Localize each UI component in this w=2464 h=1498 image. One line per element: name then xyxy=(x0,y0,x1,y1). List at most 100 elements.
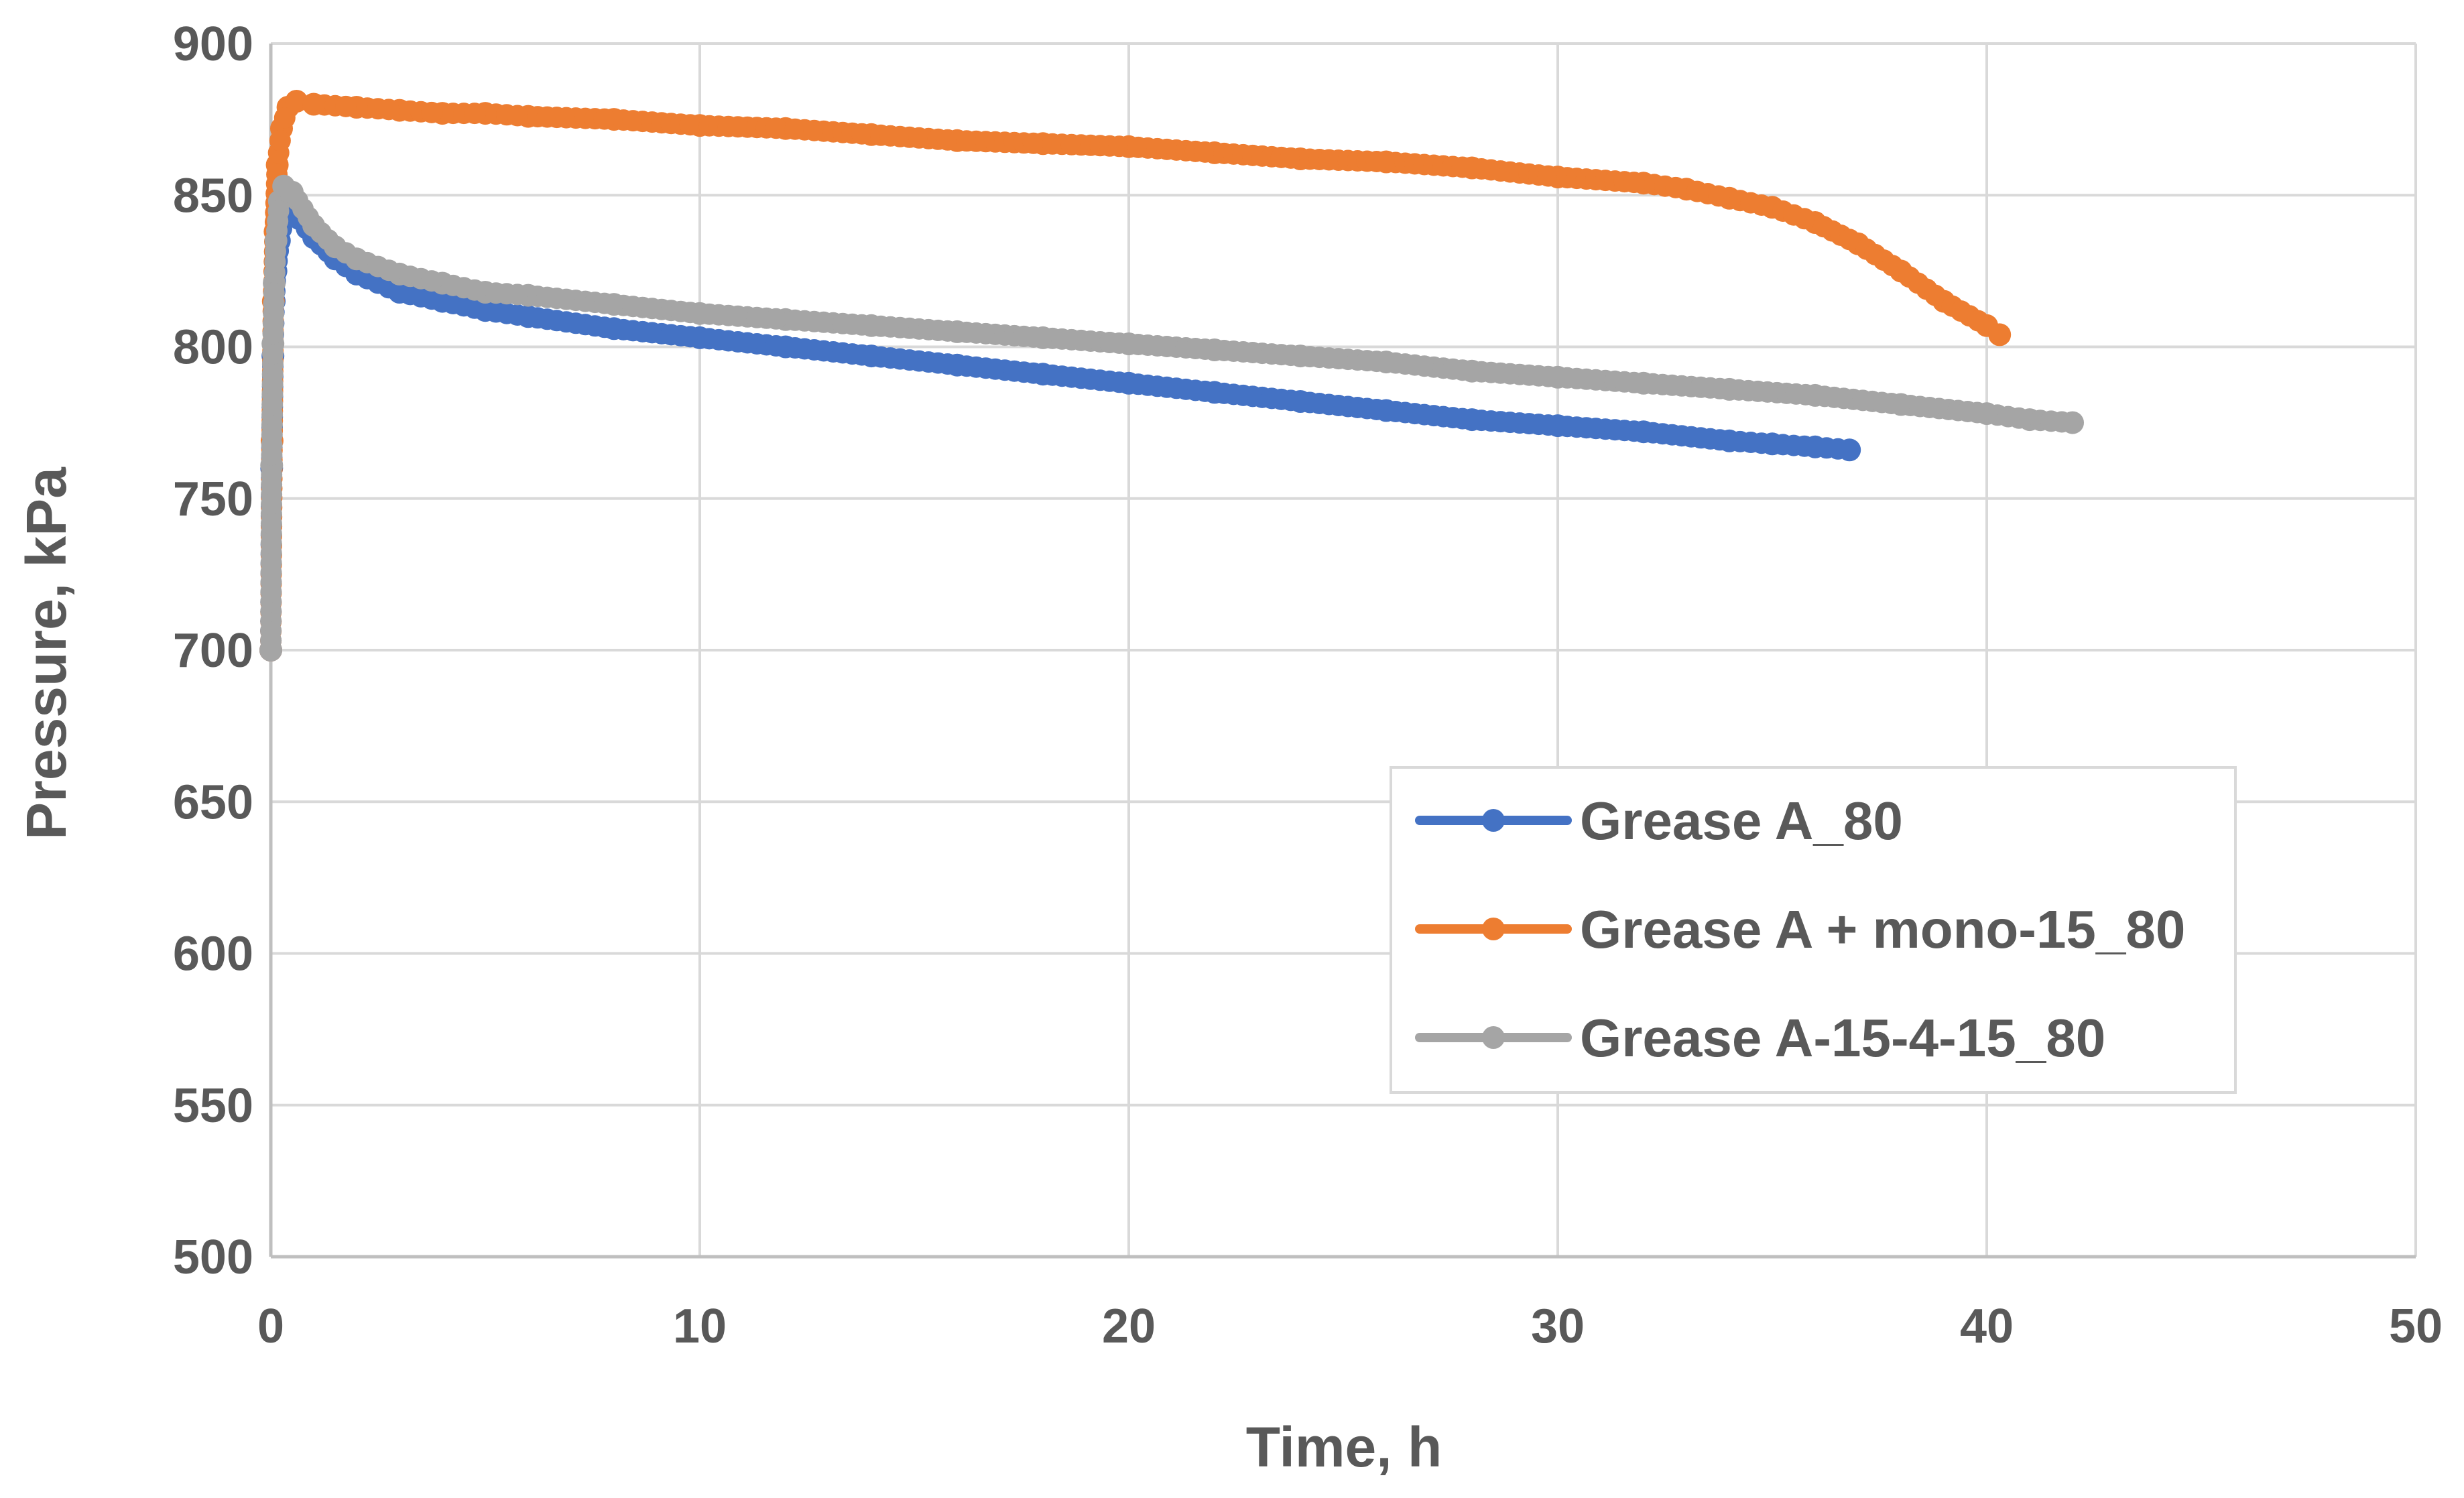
series-2-marker xyxy=(262,343,284,365)
series-0-marker xyxy=(1280,389,1302,412)
series-0-marker xyxy=(1194,380,1216,402)
y-tick-label-500: 500 xyxy=(173,1231,253,1284)
series-0-marker xyxy=(679,326,701,348)
series-2-marker xyxy=(378,259,399,282)
series-2-marker xyxy=(421,270,442,292)
series-1-marker xyxy=(851,123,873,145)
series-2-marker xyxy=(1537,365,1559,387)
y-tick-label-850: 850 xyxy=(173,169,253,223)
series-0-marker xyxy=(1623,420,1645,442)
series-2-marker xyxy=(335,242,357,264)
series-0 xyxy=(259,198,1861,662)
series-0-marker xyxy=(464,297,485,319)
x-tick-label-50: 50 xyxy=(2389,1300,2443,1353)
series-2-marker xyxy=(593,292,615,314)
series-1-marker xyxy=(335,95,357,117)
series-1-marker xyxy=(378,99,399,121)
series-0-marker xyxy=(593,316,615,338)
series-2 xyxy=(259,174,2084,662)
series-1-marker xyxy=(1839,229,1861,251)
series-1-marker xyxy=(679,114,701,136)
series-2-marker xyxy=(263,282,285,304)
legend-entry-grease-a-80: Grease A_80 xyxy=(1415,791,1903,851)
series-1-marker xyxy=(421,101,442,123)
series-2-marker xyxy=(679,302,701,324)
series-2-marker xyxy=(1880,393,1902,414)
legend-label-grease-a-80: Grease A_80 xyxy=(1580,791,1903,851)
y-tick-label-800: 800 xyxy=(173,321,253,375)
series-0-marker xyxy=(765,335,787,357)
legend-entry-grease-a-mono: Grease A + mono-15_80 xyxy=(1415,899,2185,959)
series-2-marker xyxy=(1794,383,1816,405)
series-1-marker xyxy=(1365,151,1388,172)
series-2-marker xyxy=(1280,345,1302,367)
series-1-marker xyxy=(1108,135,1130,158)
series-1-marker xyxy=(1794,208,1815,230)
x-tick-label-40: 40 xyxy=(1960,1300,2014,1353)
x-tick-label-30: 30 xyxy=(1531,1300,1585,1353)
series-1-marker xyxy=(1751,194,1772,216)
series-0-marker xyxy=(1022,362,1044,384)
series-1-point xyxy=(1988,323,2012,347)
series-2-marker xyxy=(1966,401,1988,424)
x-tick-label-0: 0 xyxy=(257,1300,284,1353)
gridlines xyxy=(271,42,2417,1257)
series-1-marker xyxy=(1924,284,1947,306)
legend-label-grease-a-15-4-15: Grease A-15-4-15_80 xyxy=(1580,1008,2105,1068)
series-1-marker xyxy=(1623,172,1645,194)
y-axis-title: Pressure, kPa xyxy=(15,466,78,840)
x-tick-label-10: 10 xyxy=(673,1300,727,1353)
series-0-marker xyxy=(936,353,959,375)
series-0-marker xyxy=(1537,414,1559,436)
series-0-marker xyxy=(1451,408,1473,430)
legend: Grease A_80 Grease A + mono-15_80 Grease… xyxy=(1390,766,2237,1094)
series-2-marker xyxy=(317,229,339,251)
series-0-marker xyxy=(851,344,873,366)
series-2-marker xyxy=(2008,407,2030,429)
series-2-marker xyxy=(261,464,283,486)
series-2-marker xyxy=(851,314,873,336)
series-1-marker xyxy=(464,103,485,125)
series-0-marker xyxy=(1794,435,1815,457)
legend-marker-grease-a-mono xyxy=(1482,918,1505,940)
series-1-marker xyxy=(1708,185,1729,207)
series-0-marker xyxy=(1709,429,1731,451)
legend-marker-grease-a-15-4-15 xyxy=(1482,1026,1505,1049)
series-1-marker xyxy=(1537,165,1559,187)
series-2-marker xyxy=(936,320,959,342)
series-0-marker xyxy=(507,304,528,326)
series-1-marker xyxy=(269,129,291,151)
series-1-marker xyxy=(507,105,528,127)
series-2-marker xyxy=(1623,371,1645,393)
series-0-marker xyxy=(1365,399,1388,420)
legend-label-grease-a-mono: Grease A + mono-15_80 xyxy=(1580,899,2185,959)
series-0-marker xyxy=(421,288,442,310)
y-tick-label-600: 600 xyxy=(173,928,253,981)
series-2-line xyxy=(267,182,2077,654)
series-2-marker xyxy=(2051,411,2073,433)
series-2-marker xyxy=(267,200,290,222)
series-0-marker xyxy=(1751,432,1772,454)
y-tick-label-550: 550 xyxy=(173,1079,253,1133)
tick-labels: 500 550 600 650 700 750 800 850 900 0 10 20 30 40 50 xyxy=(173,17,2443,1353)
series-0-marker xyxy=(1827,438,1849,460)
y-tick-label-750: 750 xyxy=(173,473,253,526)
series-1-marker xyxy=(1194,141,1216,163)
series-2-marker xyxy=(1365,351,1388,373)
legend-marker-grease-a-80 xyxy=(1482,809,1505,832)
y-tick-label-900: 900 xyxy=(173,17,253,71)
series-2-marker xyxy=(1709,377,1731,399)
x-tick-label-20: 20 xyxy=(1102,1300,1156,1353)
series-1-marker xyxy=(593,108,615,130)
series-2-marker xyxy=(1108,332,1130,354)
series-1-marker xyxy=(936,129,959,151)
series-2-marker xyxy=(265,241,286,262)
series-1-point xyxy=(285,90,308,113)
legend-entry-grease-a-15-4-15: Grease A-15-4-15_80 xyxy=(1415,1008,2105,1068)
series-2-marker xyxy=(1451,359,1473,381)
series-2-marker xyxy=(298,206,319,229)
series-1-marker xyxy=(1882,255,1904,277)
series-1-marker xyxy=(273,107,296,129)
series-1-marker xyxy=(1451,156,1473,178)
